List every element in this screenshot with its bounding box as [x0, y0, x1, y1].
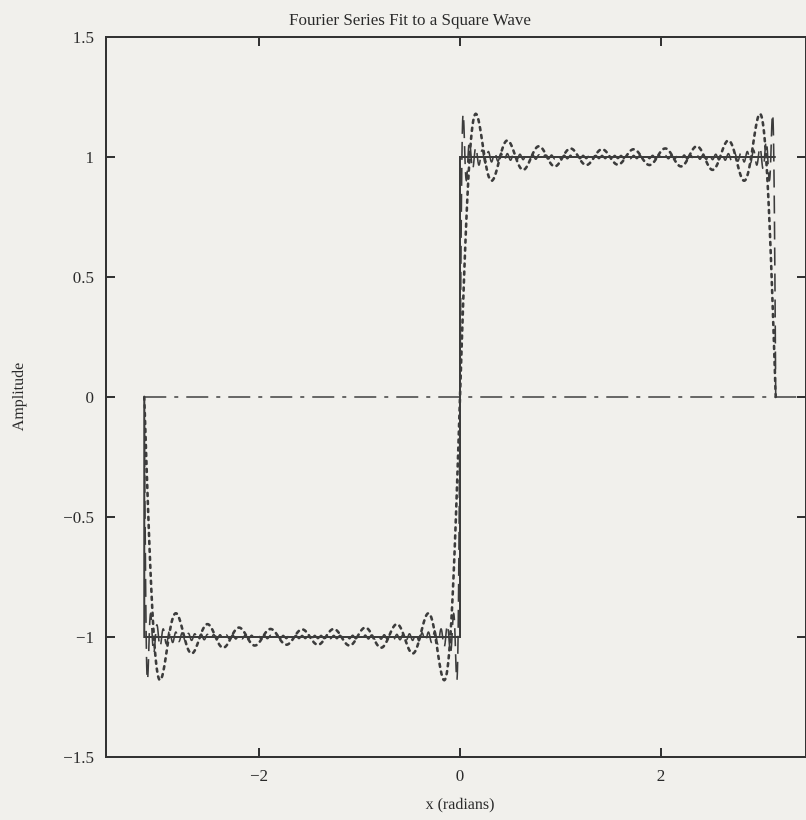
series-line-dotted — [142, 112, 778, 682]
series-layer — [142, 111, 802, 683]
x-tick-label: −2 — [250, 766, 268, 785]
y-tick-label: −1 — [76, 628, 94, 647]
chart-title: Fourier Series Fit to a Square Wave — [289, 10, 531, 29]
series-line-dashed — [143, 111, 777, 683]
y-tick-label: 1.5 — [73, 28, 94, 47]
y-axis-label: Amplitude — [10, 363, 27, 431]
y-tick-label: −0.5 — [63, 508, 94, 527]
y-tick-label: −1.5 — [63, 748, 94, 767]
x-tick-label: 0 — [456, 766, 465, 785]
ticks-layer: 1.5 1 0.5 0 −0.5 −1 −1.5 −2 0 2 — [63, 28, 806, 785]
x-tick-label: 2 — [657, 766, 666, 785]
y-tick-label: 0 — [86, 388, 95, 407]
y-tick-label: 1 — [86, 148, 95, 167]
x-axis-label: x (radians) — [426, 796, 495, 813]
y-tick-label: 0.5 — [73, 268, 94, 287]
